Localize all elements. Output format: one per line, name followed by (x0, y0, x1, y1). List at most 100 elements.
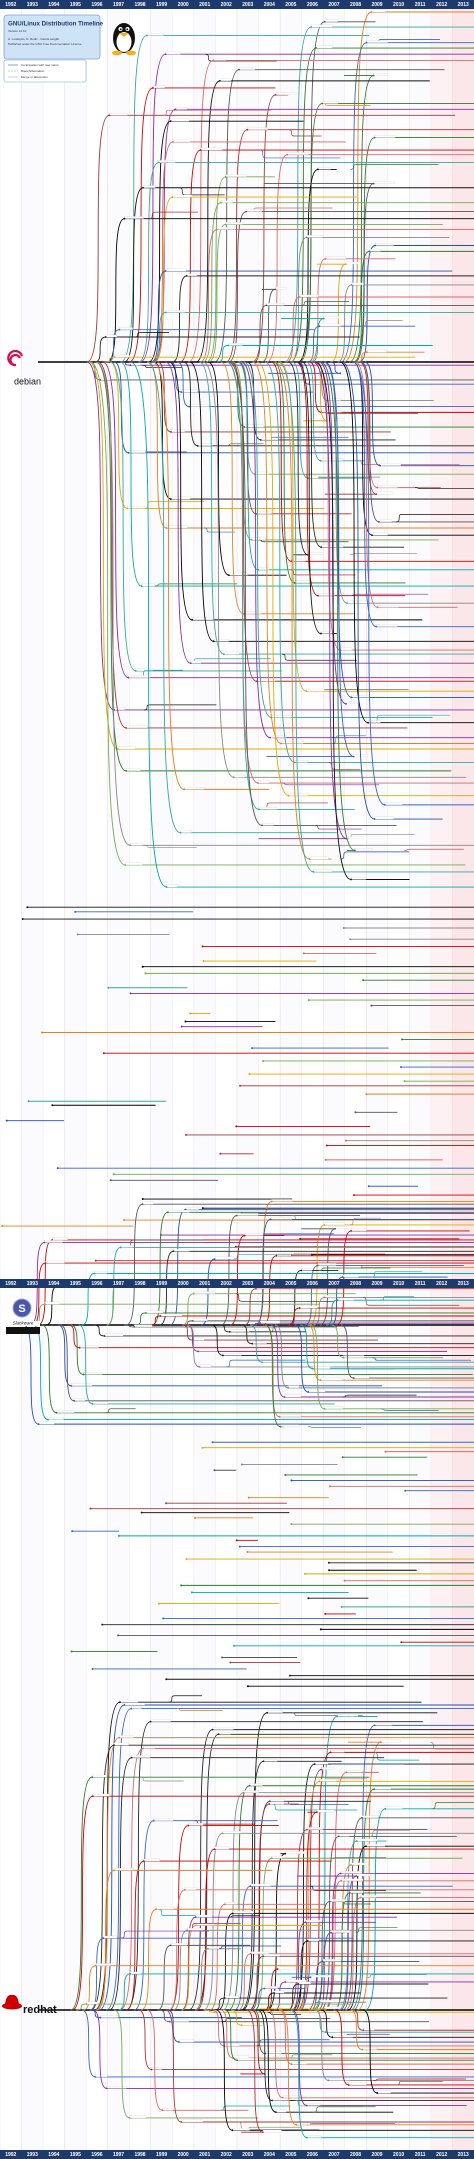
release-dot (178, 2041, 180, 2043)
year-label: 2002 (221, 2152, 232, 2158)
release-dot (171, 196, 174, 198)
year-label: 2013 (458, 2152, 469, 2158)
release-dot (355, 1840, 358, 1842)
release-dot (299, 1237, 302, 1240)
distro-tag (341, 1878, 363, 1881)
distro-tag (126, 768, 141, 771)
release-dot (155, 1908, 158, 1911)
release-dot (123, 1704, 126, 1706)
distro-tag (244, 1233, 264, 1236)
branch (195, 80, 430, 363)
distro-tag (178, 2039, 194, 2043)
distro-tag (103, 1935, 117, 1939)
release-dot (270, 1857, 273, 1860)
release-dot (345, 702, 347, 705)
distro-tag (257, 780, 270, 784)
release-dot (91, 1403, 94, 1405)
sub-branch (235, 1293, 334, 1302)
release-dot (82, 1373, 85, 1376)
year-label: 2000 (178, 2, 189, 8)
sub-branch (144, 704, 217, 711)
distro-tag (135, 668, 153, 672)
year-label: 2005 (285, 2, 296, 8)
release-dot (240, 1463, 243, 1466)
release-dot (337, 1835, 340, 1838)
release-dot (211, 1441, 214, 1444)
branch (243, 361, 433, 718)
sub-branch (218, 1945, 282, 1950)
release-dot (354, 849, 356, 852)
distro-tag (369, 249, 381, 252)
distro-tag (131, 1755, 151, 1758)
branch (152, 1211, 474, 1326)
release-dot (328, 1485, 331, 1488)
release-dot (85, 2003, 88, 2005)
distro-tag (349, 1890, 364, 1894)
distro-tag (38, 1421, 55, 1425)
legend-entry: Branch/derivation (21, 69, 45, 73)
distro-tag (249, 1783, 263, 1786)
branch (99, 1704, 474, 2011)
release-dot (51, 1104, 54, 1107)
year-label: 2002 (221, 1281, 232, 1287)
distro-tag (322, 1959, 342, 1962)
release-dot (169, 1944, 172, 1947)
release-dot (201, 945, 204, 948)
release-dot (102, 1937, 105, 1940)
release-dot (221, 1656, 224, 1659)
release-dot (113, 1744, 115, 1747)
sub-branch (105, 1408, 136, 1414)
sub-branch (259, 149, 341, 159)
branch (188, 1729, 474, 2011)
release-dot (221, 1832, 224, 1835)
release-dot (180, 391, 183, 393)
branch (320, 361, 356, 851)
distro-tag (337, 1297, 354, 1301)
release-dot (354, 1111, 357, 1114)
sub-branch (121, 1930, 210, 1939)
sub-branch (404, 848, 464, 851)
tux (112, 23, 136, 56)
distro-tag (269, 1798, 285, 1802)
distro-tag (142, 185, 156, 188)
distro-tag (100, 2015, 119, 2018)
distro-tag (160, 1313, 183, 1317)
release-dot (330, 1931, 333, 1934)
release-dot (290, 2063, 293, 2066)
distro-tag (258, 567, 270, 570)
distro-tag (113, 1868, 134, 1871)
release-dot (94, 2076, 97, 2078)
release-dot (287, 794, 290, 797)
release-dot (219, 1152, 222, 1155)
release-dot (311, 1367, 314, 1370)
release-dot (127, 676, 130, 679)
release-dot (41, 1031, 44, 1034)
sub-branch (430, 1741, 473, 1750)
sub-branch (142, 364, 183, 368)
distro-tag (284, 1394, 301, 1398)
branch (110, 361, 282, 672)
release-dot (194, 1916, 197, 1919)
branch (270, 1324, 474, 1398)
legend-entry: Continuation with new name (21, 63, 59, 67)
distro-tag (152, 85, 165, 89)
year-label: 1995 (70, 1281, 81, 1287)
branch (256, 361, 474, 797)
distro-tag (192, 1318, 208, 1321)
distro-tag (216, 227, 235, 230)
distro-tag (214, 2009, 227, 2013)
distro-tag (165, 310, 186, 313)
year-label: 1995 (70, 2, 81, 8)
distro-tag (222, 1353, 242, 1356)
distro-tag (218, 1731, 231, 1735)
release-dot (235, 1214, 238, 1217)
year-label: 2008 (350, 1281, 361, 1287)
distro-tag (256, 678, 276, 682)
release-dot (91, 1776, 94, 1779)
release-dot (379, 464, 381, 467)
branch (124, 187, 474, 363)
distro-tag (236, 2057, 259, 2061)
release-dot (223, 1997, 226, 1999)
release-dot (197, 1350, 199, 1353)
year-label: 1994 (48, 1281, 59, 1287)
